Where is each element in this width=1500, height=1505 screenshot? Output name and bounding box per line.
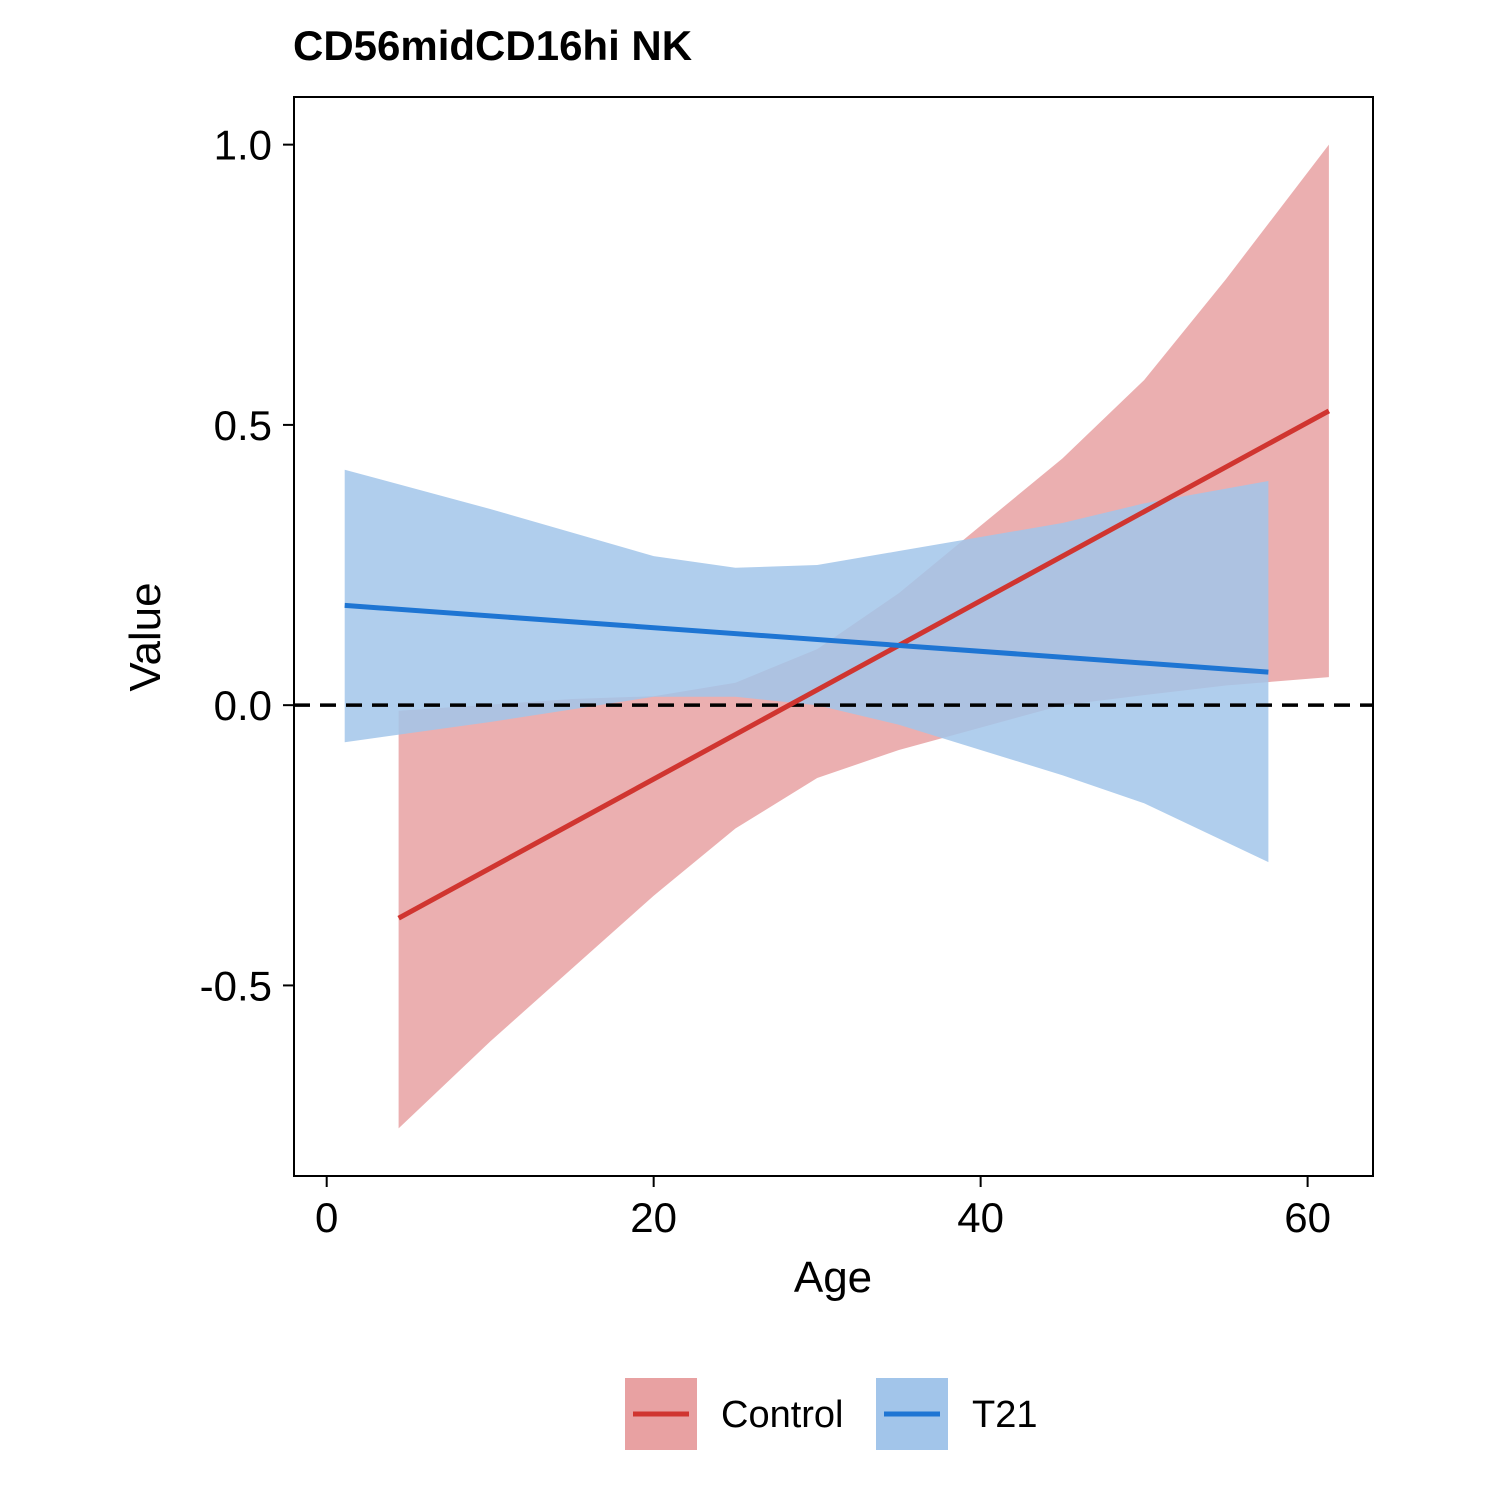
legend-label: Control bbox=[721, 1394, 844, 1436]
trend-line-t21 bbox=[344, 602, 1269, 675]
legend-item-t21: T21 bbox=[876, 1378, 1037, 1450]
plot-panel-border bbox=[293, 96, 1374, 1177]
y-tick-label: 1.0 bbox=[214, 122, 272, 169]
chart-title: CD56midCD16hi NK bbox=[293, 22, 692, 69]
x-tick-label: 0 bbox=[315, 1194, 338, 1241]
plot-layer bbox=[294, 144, 1373, 1129]
legend-label: T21 bbox=[972, 1394, 1037, 1436]
x-axis-label: Age bbox=[794, 1253, 872, 1302]
y-tick-label: 0.5 bbox=[214, 402, 272, 449]
x-tick-label: 20 bbox=[630, 1194, 677, 1241]
y-tick-label: -0.5 bbox=[200, 962, 272, 1009]
trend-line-control bbox=[397, 408, 1331, 921]
axis-layer: 0 20 40 60 -0.5 0.0 0.5 1.0 bbox=[200, 122, 1331, 1241]
legend: Control T21 bbox=[625, 1378, 1037, 1450]
x-tick-label: 60 bbox=[1284, 1194, 1331, 1241]
y-axis-label: Value bbox=[121, 582, 170, 691]
legend-item-control: Control bbox=[625, 1378, 844, 1450]
y-tick-label: 0.0 bbox=[214, 682, 272, 729]
x-tick-label: 40 bbox=[957, 1194, 1004, 1241]
